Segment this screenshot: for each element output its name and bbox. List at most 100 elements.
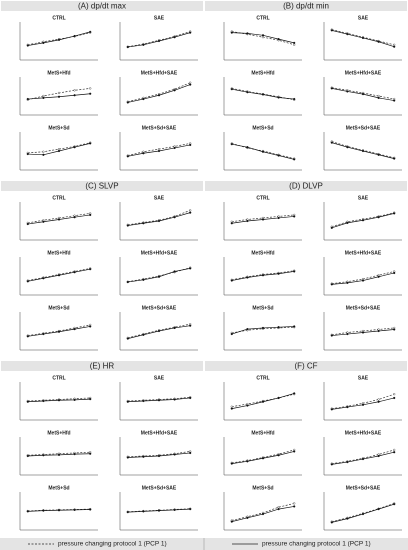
data-point xyxy=(377,454,380,458)
panel-header xyxy=(1,361,203,371)
data-point xyxy=(330,334,333,337)
series-line xyxy=(331,449,395,464)
data-point xyxy=(189,396,192,400)
panel-title: (B) dp/dt min xyxy=(283,2,329,11)
data-point xyxy=(89,213,92,217)
data-point xyxy=(230,407,233,410)
data-point xyxy=(126,101,129,104)
data-point xyxy=(189,267,192,270)
data-point xyxy=(89,452,92,455)
subplot-title: MetS+Hfd xyxy=(251,250,274,256)
subplot-title: MetS+Hfd+SAE xyxy=(141,250,178,256)
data-point xyxy=(73,89,76,92)
data-point xyxy=(246,516,249,519)
data-point xyxy=(189,31,192,34)
data-point xyxy=(57,330,61,333)
data-point xyxy=(73,271,76,274)
data-point xyxy=(377,329,380,333)
panel-title: (D) DLVP xyxy=(289,182,323,191)
data-point xyxy=(42,41,45,44)
data-point xyxy=(173,89,176,92)
data-point xyxy=(361,331,365,334)
data-point xyxy=(293,158,296,161)
data-point xyxy=(246,276,249,279)
data-point xyxy=(293,43,296,46)
data-point xyxy=(377,40,380,43)
data-point xyxy=(26,44,29,47)
data-point xyxy=(361,36,365,40)
data-point xyxy=(346,90,349,93)
data-point xyxy=(246,328,249,331)
data-point xyxy=(173,270,176,273)
data-point xyxy=(126,280,129,284)
data-point xyxy=(377,153,380,156)
data-point xyxy=(393,271,396,275)
panel-title: (C) SLVP xyxy=(85,182,118,191)
series-line xyxy=(231,449,295,464)
data-point xyxy=(377,94,380,98)
subplot-title: MetS+Sd+SAE xyxy=(142,305,177,311)
data-point xyxy=(346,33,349,36)
data-point xyxy=(189,324,192,327)
data-point xyxy=(393,396,396,400)
data-point xyxy=(142,399,145,403)
subplot-title: MetS+Hfd+SAE xyxy=(345,70,382,76)
data-point xyxy=(57,509,61,512)
subplot-title: MetS+Hfd xyxy=(47,70,70,76)
data-point xyxy=(142,333,145,336)
data-point xyxy=(261,36,265,39)
data-point xyxy=(377,508,380,511)
data-point xyxy=(157,509,161,512)
data-point xyxy=(277,216,280,220)
data-point xyxy=(26,400,29,403)
series-line xyxy=(331,327,395,336)
data-point xyxy=(330,226,333,229)
data-point xyxy=(42,153,45,156)
data-point xyxy=(346,281,349,284)
data-point xyxy=(346,146,349,149)
data-point xyxy=(42,94,45,98)
subplot-title: MetS+Hfd xyxy=(251,430,274,436)
data-point xyxy=(26,335,29,338)
subplot-title: CTRL xyxy=(52,195,65,201)
subplot-title: CTRL xyxy=(256,15,269,21)
data-point xyxy=(330,521,333,524)
data-point xyxy=(393,328,396,331)
subplot-title: MetS+Sd+SAE xyxy=(346,485,381,491)
data-point xyxy=(173,216,176,219)
data-point xyxy=(261,457,265,460)
data-point xyxy=(73,216,76,219)
data-point xyxy=(293,392,296,395)
data-point xyxy=(377,216,380,219)
data-point xyxy=(377,96,380,99)
data-point xyxy=(26,510,29,513)
data-point xyxy=(230,279,233,282)
data-point xyxy=(330,408,333,411)
subplot-title: MetS+Sd xyxy=(48,485,69,491)
data-point xyxy=(89,398,92,401)
data-point xyxy=(330,463,333,466)
series-line xyxy=(127,212,191,226)
data-point xyxy=(57,453,61,456)
data-point xyxy=(393,99,396,102)
subplot-title: SAE xyxy=(154,375,165,381)
data-point xyxy=(246,219,249,223)
data-point xyxy=(157,329,161,333)
panel-header xyxy=(1,1,203,11)
subplot-title: MetS+Hfd+SAE xyxy=(345,250,382,256)
series-line xyxy=(127,210,191,226)
data-point xyxy=(42,96,45,99)
data-point xyxy=(346,221,349,224)
data-point xyxy=(293,97,296,101)
data-point xyxy=(42,509,45,512)
data-point xyxy=(42,220,45,223)
data-point xyxy=(157,148,161,151)
data-point xyxy=(126,337,129,340)
subplot-title: SAE xyxy=(154,15,165,21)
data-point xyxy=(277,96,280,99)
data-point xyxy=(277,508,280,511)
data-point xyxy=(246,146,249,149)
data-point xyxy=(230,520,233,523)
data-point xyxy=(189,211,192,214)
